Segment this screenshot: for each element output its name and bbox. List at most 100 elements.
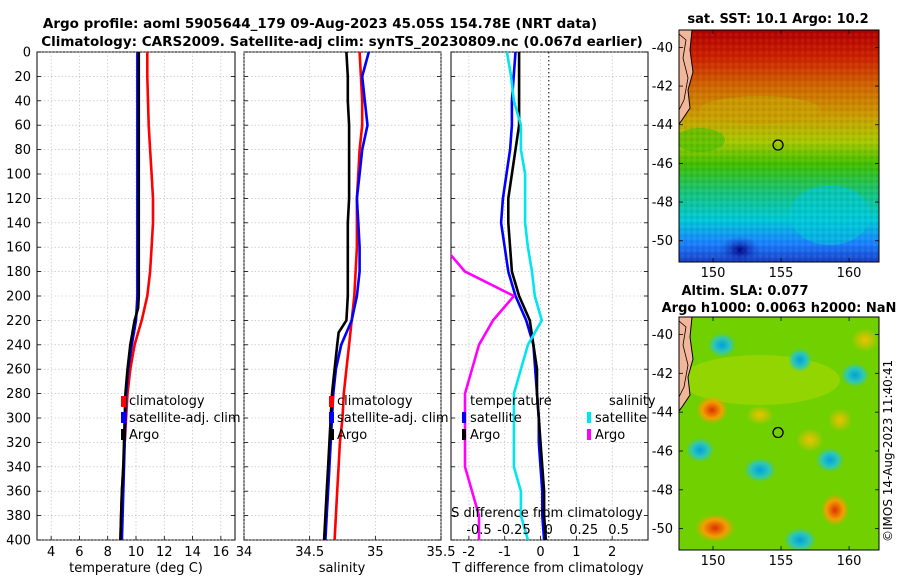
sst-map-field xyxy=(679,30,879,262)
figure-title-line1: Argo profile: aoml 5905644_179 09-Aug-20… xyxy=(43,16,597,32)
sst-land-east xyxy=(679,33,689,111)
map-y-tick-label: -42 xyxy=(652,80,673,95)
difference-panel: -2 -1 0 1 2 T difference from climatology S … xyxy=(450,51,656,576)
map-x-tick-label: 155 xyxy=(769,554,794,569)
figure-title-line2: Climatology: CARS2009. Satellite-adj cli… xyxy=(41,34,643,50)
legend-header-salinity: salinity xyxy=(609,394,656,409)
depth-tick-label: 380 xyxy=(6,509,31,524)
legend-label-temp-satellite: satellite xyxy=(470,411,522,426)
salinity-panel: 34 34.5 35 35.5 salinity climatology satell… xyxy=(236,51,456,576)
map-y-tick-label: -50 xyxy=(652,234,673,249)
x-tick-label: 35 xyxy=(367,545,384,560)
depth-tick-label: 340 xyxy=(6,460,31,475)
sla-map-panel: Altim. SLA: 0.077 Argo h1000: 0.0063 h20… xyxy=(652,284,897,569)
map-y-tick-label: -48 xyxy=(652,196,673,211)
legend-label-climatology: climatology xyxy=(129,394,205,409)
sla-high-7 xyxy=(851,328,879,352)
x-tick-label: 10 xyxy=(128,545,145,560)
series-line-temperature-satellite xyxy=(499,52,546,540)
series-line-salinity-satellite xyxy=(505,52,544,540)
x-tick-label: 16 xyxy=(213,545,230,560)
sla-map-field xyxy=(679,317,879,550)
depth-tick-label: 140 xyxy=(6,216,31,231)
salinity-x-ticks: 34 34.5 35 35.5 xyxy=(236,545,456,560)
sst-map-title: sat. SST: 10.1 Argo: 10.2 xyxy=(687,12,868,27)
salinity-xlabel: salinity xyxy=(319,561,366,576)
depth-tick-label: 220 xyxy=(6,314,31,329)
sla-eddy-2 xyxy=(788,348,812,372)
depth-tick-label: 360 xyxy=(6,485,31,500)
difference-xlabel-top: S difference from climatology xyxy=(451,506,643,521)
legend-swatch-satellite-adj xyxy=(121,412,126,423)
s-tick-label: 0 xyxy=(545,523,553,538)
depth-tick-label: 260 xyxy=(6,363,31,378)
salinity-legend: climatology satellite-adj. clim Argo xyxy=(329,394,449,443)
temperature-xlabel: temperature (deg C) xyxy=(69,561,203,576)
sla-map-title: Altim. SLA: 0.077 xyxy=(682,284,809,299)
sla-land-east xyxy=(679,320,689,398)
x-tick-label: 35.5 xyxy=(427,545,456,560)
legend-swatch-argo xyxy=(329,429,334,440)
depth-tick-label: 100 xyxy=(6,168,31,183)
sla-high-3 xyxy=(695,514,735,542)
map-y-tick-label: -50 xyxy=(652,522,673,537)
x-tick-label: 4 xyxy=(47,545,55,560)
depth-tick-label: 240 xyxy=(6,338,31,353)
sla-eddy-6 xyxy=(744,458,776,482)
x-tick-label: 34 xyxy=(236,545,253,560)
sla-map-ticks: 150 155 160 -40 -42 -44 -46 -48 -50 xyxy=(652,317,879,569)
legend-label-argo: Argo xyxy=(337,428,367,443)
depth-tick-label: 280 xyxy=(6,387,31,402)
depth-tick-label: 20 xyxy=(14,70,31,85)
temperature-legend: climatology satellite-adj. clim Argo xyxy=(121,394,241,443)
legend-header-temperature: temperature xyxy=(470,394,552,409)
legend-label-temp-argo: Argo xyxy=(470,428,500,443)
map-x-tick-label: 160 xyxy=(837,266,862,281)
x-tick-label: 2 xyxy=(608,545,616,560)
legend-label-climatology: climatology xyxy=(337,394,413,409)
sla-map-title-line2: Argo h1000: 0.0063 h2000: NaN xyxy=(662,301,897,316)
depth-tick-label: 400 xyxy=(6,534,31,549)
depth-tick-label: 320 xyxy=(6,436,31,451)
map-y-tick-label: -46 xyxy=(652,444,673,459)
salinity-series xyxy=(322,52,371,540)
map-x-tick-label: 150 xyxy=(701,266,726,281)
depth-tick-label: 120 xyxy=(6,192,31,207)
s-tick-label: 0.25 xyxy=(569,523,598,538)
series-line-argo xyxy=(119,52,141,540)
sla-map-frame xyxy=(678,316,880,551)
legend-label-sal-satellite: satellite xyxy=(595,411,647,426)
x-tick-label: 14 xyxy=(184,545,201,560)
sla-eddy-5 xyxy=(686,438,714,462)
sla-eddy-1 xyxy=(708,333,736,357)
x-tick-label: -1 xyxy=(498,545,511,560)
legend-swatch-sal-satellite xyxy=(587,412,591,423)
legend-label-argo: Argo xyxy=(129,428,159,443)
temperature-panel: 0 20 40 60 80 100 120 140 160 180 200 220 240 260 280 3… xyxy=(6,46,240,577)
map-x-tick-label: 150 xyxy=(701,554,726,569)
sla-high-6 xyxy=(746,405,774,425)
series-line-climatology xyxy=(333,52,364,540)
argo-position-marker xyxy=(772,426,784,439)
x-tick-label: -2 xyxy=(462,545,475,560)
map-y-tick-label: -44 xyxy=(652,118,673,133)
legend-label-satellite-adj: satellite-adj. clim xyxy=(129,411,241,426)
sla-high-1 xyxy=(696,396,728,424)
sst-map-ticks: 150 155 160 -40 -42 -44 -46 -48 -50 xyxy=(652,30,879,281)
difference-grid xyxy=(451,51,648,541)
imos-watermark: ©IMOS 14-Aug-2023 11:40:41 xyxy=(881,360,895,542)
depth-tick-label: 160 xyxy=(6,241,31,256)
temperature-depth-ticks: 0 20 40 60 80 100 120 140 160 180 200 220 240 260 280 3… xyxy=(6,46,31,549)
sla-high-2 xyxy=(821,494,849,526)
map-y-tick-label: -40 xyxy=(652,328,673,343)
difference-xlabel: T difference from climatology xyxy=(451,561,644,576)
depth-tick-label: 80 xyxy=(14,143,31,158)
sst-land-tasmania xyxy=(679,30,694,125)
sla-high-5 xyxy=(828,408,852,432)
difference-series xyxy=(451,52,548,540)
legend-swatch-temp-argo xyxy=(462,429,466,440)
sst-map-panel: sat. SST: 10.1 Argo: 10.2 150 155 160 -40 -4… xyxy=(652,12,880,281)
x-tick-label: 1 xyxy=(572,545,580,560)
sst-pixel-texture xyxy=(679,30,879,262)
x-tick-label: 8 xyxy=(104,545,112,560)
